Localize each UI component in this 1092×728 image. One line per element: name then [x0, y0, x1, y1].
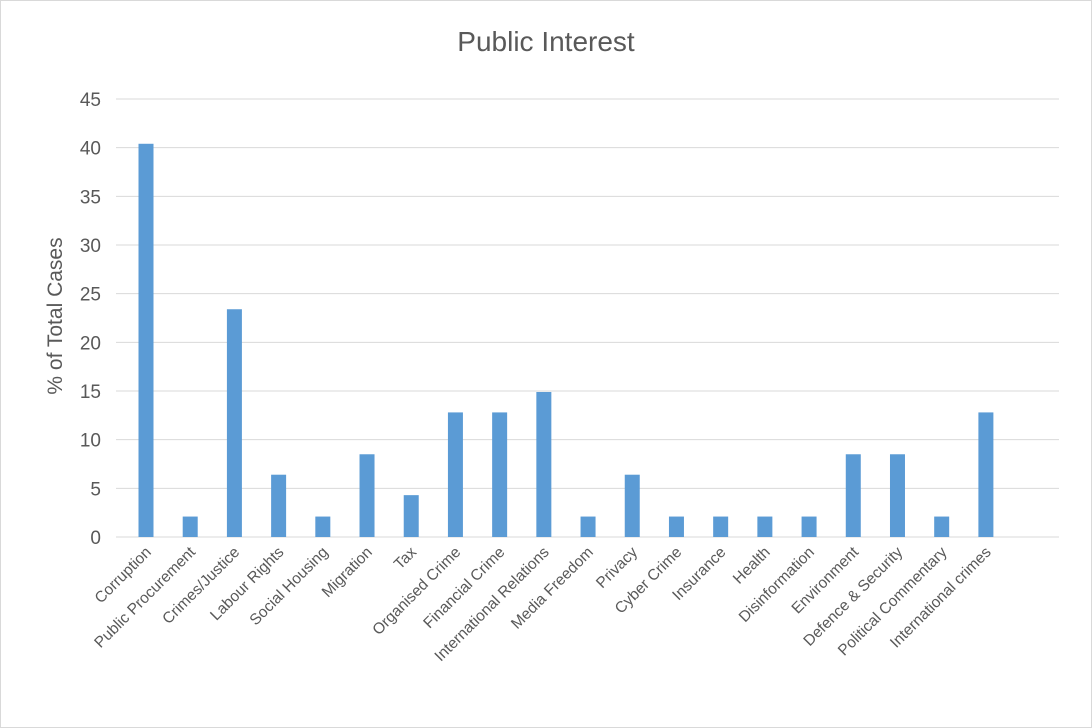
y-tick-label: 25: [80, 285, 101, 306]
bar: [359, 454, 375, 537]
y-tick-label: 10: [80, 431, 101, 452]
bar: [138, 143, 154, 538]
gridlines: [116, 98, 1059, 538]
bar: [801, 516, 817, 537]
x-tick-label: Health: [730, 544, 774, 588]
bar: [845, 454, 861, 537]
x-tick-label: Crimes/Justice: [159, 544, 243, 628]
bar: [580, 516, 596, 537]
bar: [447, 412, 463, 537]
y-tick-label: 30: [80, 236, 101, 257]
bar: [978, 412, 994, 537]
y-tick-label: 0: [90, 528, 101, 549]
bar: [226, 309, 242, 537]
bar: [536, 391, 552, 537]
y-tick-label: 15: [80, 382, 101, 403]
bar: [271, 474, 287, 537]
y-tick-label: 40: [80, 139, 101, 160]
bars: [138, 143, 994, 538]
x-tick-label: Media Freedom: [508, 544, 597, 633]
x-tick-label: Social Housing: [247, 544, 332, 629]
bar: [668, 516, 684, 537]
y-tick-labels: 0 5 10 15 20 25 30 35 40 45: [80, 90, 101, 549]
bar: [315, 516, 331, 537]
x-tick-label: Tax: [391, 544, 420, 573]
bar: [403, 495, 419, 537]
y-axis-title: % of Total Cases: [44, 237, 67, 394]
y-tick-label: 45: [80, 90, 101, 111]
bar: [492, 412, 508, 537]
bar: [182, 516, 198, 537]
y-tick-label: 5: [90, 479, 101, 500]
bar: [889, 454, 905, 537]
chart-title: Public Interest: [457, 26, 635, 57]
bar: [757, 516, 773, 537]
bar: [934, 516, 950, 537]
bar: [713, 516, 729, 537]
y-tick-label: 35: [80, 187, 101, 208]
y-tick-label: 20: [80, 333, 101, 354]
bar: [624, 474, 640, 537]
